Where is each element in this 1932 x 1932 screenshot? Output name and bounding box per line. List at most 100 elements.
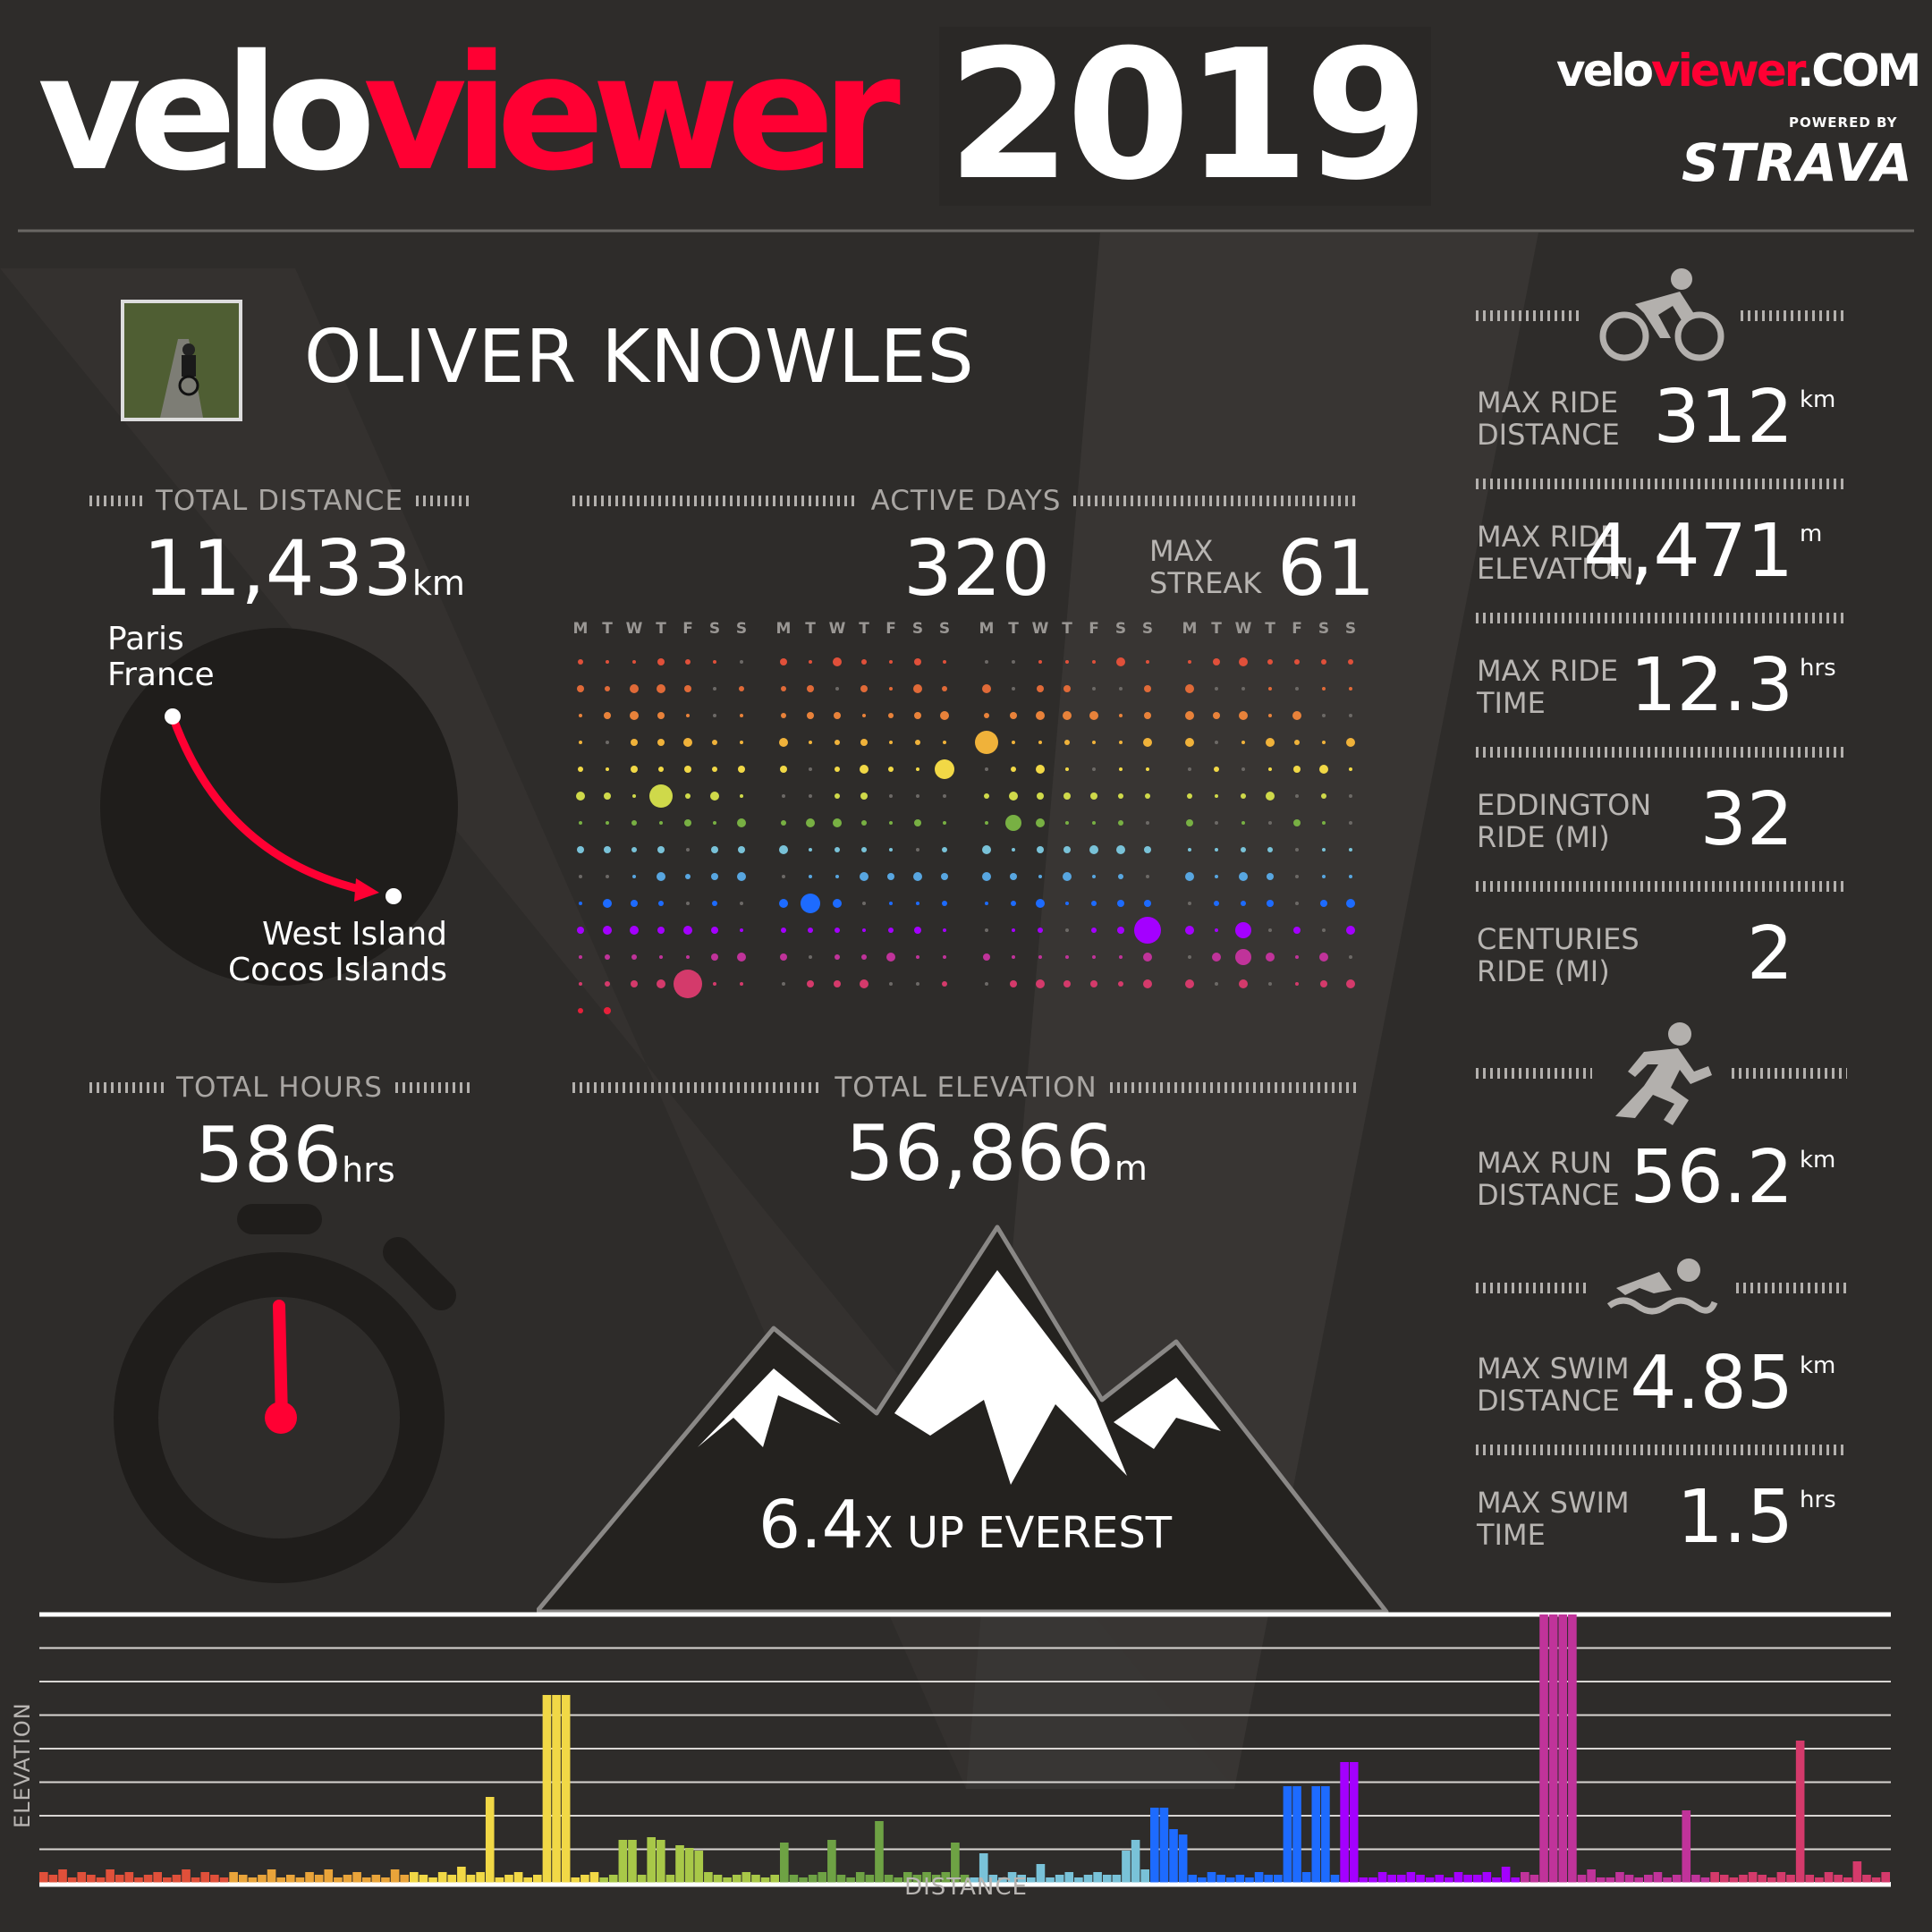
activity-day-dot <box>1186 819 1193 826</box>
activity-day-dot <box>1117 927 1124 934</box>
activity-day-dot <box>738 766 745 773</box>
activity-day-dot <box>632 794 636 798</box>
elevation-bar <box>1435 1875 1445 1883</box>
activity-day-dot <box>984 793 989 799</box>
ticks <box>89 1082 165 1093</box>
elevation-bar <box>1093 1872 1102 1883</box>
activity-day-dot <box>576 792 585 801</box>
elevation-bar <box>1027 1877 1036 1883</box>
elevation-bar <box>276 1877 285 1883</box>
year-panel: 2019 <box>939 27 1431 206</box>
activity-day-dot <box>631 739 638 746</box>
weekday-label: M <box>775 620 792 638</box>
activity-day-dot <box>1144 900 1151 907</box>
weekday-label: T <box>1062 620 1072 638</box>
elevation-bar <box>267 1869 276 1883</box>
everest-multiple: 6.4 <box>758 1487 864 1563</box>
elevation-bar <box>1824 1872 1834 1883</box>
elevation-bar <box>153 1872 162 1883</box>
activity-day-dot <box>1144 846 1151 853</box>
activity-day-dot <box>985 928 988 932</box>
activity-day-dot <box>1293 819 1301 826</box>
activity-day-dot <box>658 901 664 906</box>
mountain-range <box>537 1224 1389 1614</box>
activity-day-dot <box>740 660 743 664</box>
activity-day-dot <box>1267 900 1274 907</box>
activity-day-dot <box>712 901 717 906</box>
elevation-bar <box>1216 1875 1225 1883</box>
site-logo[interactable]: veloviewer.COM <box>1556 45 1921 97</box>
activity-day-dot <box>604 846 611 853</box>
activity-day-dot <box>1092 741 1096 744</box>
ticks <box>89 496 143 506</box>
activity-day-dot <box>1322 741 1326 744</box>
activity-day-dot <box>1215 982 1218 986</box>
elevation-bar <box>1472 1875 1482 1883</box>
activity-day-dot <box>1294 740 1300 745</box>
activity-day-dot <box>781 820 786 826</box>
elevation-bar <box>1463 1875 1472 1883</box>
activity-day-dot <box>577 846 584 853</box>
activity-day-dot <box>713 821 716 825</box>
elevation-bar <box>912 1875 922 1883</box>
activity-day-dot <box>943 794 946 798</box>
activity-day-dot <box>1188 902 1191 905</box>
activity-day-dot <box>711 846 718 853</box>
activity-day-dot <box>1266 792 1275 801</box>
activity-day-dot <box>861 847 867 852</box>
elevation-bar <box>552 1695 561 1883</box>
elevation-bar <box>258 1875 267 1883</box>
elevation-bar <box>1036 1864 1046 1883</box>
activity-day-dot <box>740 741 743 744</box>
activity-day-dot <box>684 819 691 826</box>
activity-day-dot <box>1320 980 1327 987</box>
elevation-bar <box>39 1872 48 1883</box>
activity-day-dot <box>1011 767 1016 772</box>
total-hours-value: 586hrs <box>195 1111 395 1200</box>
elevation-bar <box>1710 1872 1719 1883</box>
activity-day-dot <box>1295 982 1299 986</box>
activity-day-dot <box>1349 848 1352 852</box>
stat-unit: km <box>1800 1352 1836 1379</box>
elevation-bar <box>741 1872 751 1883</box>
elevation-bar <box>1587 1869 1596 1883</box>
activity-day-dot <box>740 714 743 717</box>
ticks <box>1476 310 1583 321</box>
elevation-bar <box>390 1869 400 1883</box>
elevation-bar <box>855 1872 865 1883</box>
weekday-label: S <box>1114 620 1127 638</box>
total-distance-number: 11,433 <box>143 524 412 614</box>
activity-day-dot <box>1267 873 1274 880</box>
activity-day-dot <box>711 873 718 880</box>
activity-day-dot <box>578 1008 583 1013</box>
snow-cap-right <box>1114 1377 1221 1449</box>
activity-day-dot <box>1322 928 1326 932</box>
activity-day-dot <box>1119 767 1123 771</box>
elevation-bar <box>305 1872 314 1883</box>
total-hours-unit: hrs <box>342 1150 395 1190</box>
activity-day-dot <box>1215 794 1218 798</box>
elevation-bar <box>1198 1877 1207 1883</box>
activity-day-dot <box>835 875 839 878</box>
elevation-bar <box>628 1840 637 1883</box>
activity-day-dot <box>942 981 947 987</box>
elevation-bar <box>1530 1875 1539 1883</box>
swim-icon <box>1606 1258 1717 1315</box>
elevation-bar <box>608 1875 618 1883</box>
elevation-bar <box>67 1877 77 1883</box>
weekday-label: T <box>656 620 666 638</box>
elevation-bar <box>1235 1875 1245 1883</box>
elevation-bar <box>210 1875 219 1883</box>
activity-day-dot <box>809 848 812 852</box>
elevation-bar <box>1748 1872 1758 1883</box>
activity-day-dot <box>809 767 812 771</box>
weekday-label: T <box>1008 620 1019 638</box>
strava-logo[interactable]: STRAVA <box>1682 132 1913 193</box>
activity-day-dot <box>985 982 988 986</box>
activity-day-dot <box>579 955 582 959</box>
elevation-bar <box>1663 1877 1672 1883</box>
activity-day-dot <box>1143 953 1152 962</box>
activity-day-dot <box>916 767 919 771</box>
activity-day-dot <box>1038 955 1042 959</box>
